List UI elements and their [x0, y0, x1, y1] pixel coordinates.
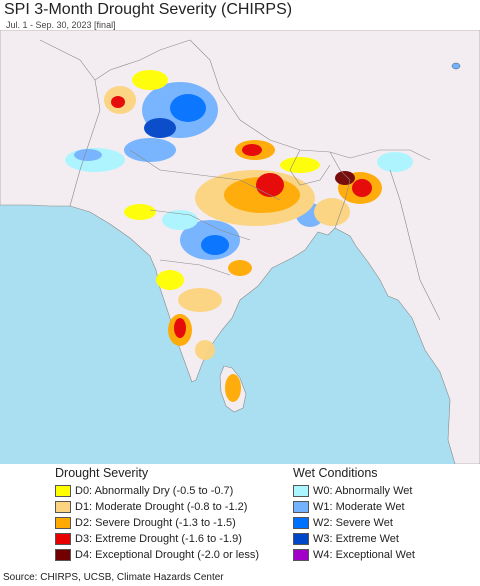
- legend-swatch: [293, 549, 309, 561]
- legend-swatch: [293, 517, 309, 529]
- legend-swatch: [293, 533, 309, 545]
- legend-label: D3: Extreme Drought (-1.6 to -1.9): [75, 533, 242, 545]
- island: [451, 62, 461, 70]
- legend-swatch: [293, 501, 309, 513]
- legend-swatch: [55, 517, 71, 529]
- drought-map: [0, 30, 480, 464]
- legend-swatch: [55, 501, 71, 513]
- boundaries: [39, 39, 441, 321]
- legend-swatch: [55, 549, 71, 561]
- legend-label: W1: Moderate Wet: [313, 501, 405, 513]
- map-title: SPI 3-Month Drought Severity (CHIRPS): [4, 1, 293, 18]
- land-north: [0, 30, 480, 464]
- legend-swatch: [293, 485, 309, 497]
- severity-raster: [65, 70, 413, 402]
- legend-label: D2: Severe Drought (-1.3 to -1.5): [75, 517, 236, 529]
- drought-legend-heading: Drought Severity: [55, 466, 149, 480]
- legend-label: W0: Abnormally Wet: [313, 485, 413, 497]
- legend-swatch: [55, 485, 71, 497]
- source-credit: Source: CHIRPS, UCSB, Climate Hazards Ce…: [3, 572, 224, 583]
- legend-label: W3: Extreme Wet: [313, 533, 399, 545]
- legend-label: D0: Abnormally Dry (-0.5 to -0.7): [75, 485, 234, 497]
- legend-swatch: [55, 533, 71, 545]
- legend-label: D4: Exceptional Drought (-2.0 or less): [75, 549, 260, 561]
- legend-label: D1: Moderate Drought (-0.8 to -1.2): [75, 501, 248, 513]
- legend-label: W2: Severe Wet: [313, 517, 393, 529]
- wet-legend-heading: Wet Conditions: [293, 466, 378, 480]
- map-subtitle: Jul. 1 - Sep. 30, 2023 [final]: [6, 20, 116, 30]
- legend-label: W4: Exceptional Wet: [313, 549, 415, 561]
- legend: Drought Severity Wet Conditions D0: Abno…: [0, 464, 480, 568]
